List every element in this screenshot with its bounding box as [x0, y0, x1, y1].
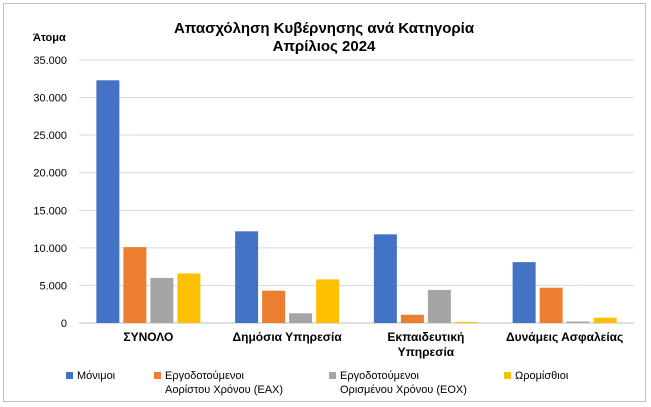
- legend-label: Εργοδοτούμενοι: [165, 370, 244, 382]
- y-tick-label: 20.000: [33, 168, 67, 180]
- bar: [593, 317, 617, 323]
- x-category-label: Δημόσια Υπηρεσία: [233, 330, 343, 344]
- bar: [373, 234, 397, 323]
- chart-title: Απασχόληση Κυβέρνησης ανά Κατηγορία: [174, 20, 475, 37]
- bar: [150, 277, 174, 323]
- x-axis-categories: ΣΥΝΟΛΟ Δημόσια Υπηρεσία ΕκπαιδευτικήΥπηρεσ…: [123, 330, 623, 359]
- legend-swatch: [66, 372, 73, 379]
- legend-label: Μόνιμοι: [77, 370, 116, 382]
- x-category-label: Δυνάμεις Ασφαλείας: [506, 330, 623, 344]
- legend: Μόνιμοι Εργοδοτούμενοι Αορίστου Χρόνου (ΕΑ…: [66, 370, 569, 396]
- chart-subtitle: Απρίλιος 2024: [273, 38, 376, 55]
- y-axis-ticks: 0 5.000 10.000 15.000 20.000 25.000 30.000 35.0…: [33, 55, 67, 330]
- bar: [454, 321, 478, 323]
- y-tick-label: 15.000: [33, 205, 67, 217]
- bar: [262, 290, 286, 323]
- bar: [400, 314, 424, 323]
- y-tick-label: 10.000: [33, 243, 67, 255]
- bars: [96, 80, 617, 323]
- y-tick-label: 25.000: [33, 130, 67, 142]
- y-axis-label: Άτομα: [33, 32, 66, 44]
- bar: [123, 247, 147, 323]
- legend-swatch: [504, 372, 511, 379]
- legend-label: Ωρομίσθιοι: [515, 370, 569, 382]
- bar: [96, 80, 120, 323]
- bar: [566, 321, 590, 323]
- chart-frame: Απασχόληση Κυβέρνησης ανά Κατηγορία Απρί…: [3, 3, 646, 402]
- bar: [235, 231, 259, 323]
- x-category-label: ΣΥΝΟΛΟ: [123, 330, 173, 344]
- legend-label: Αορίστου Χρόνου (ΕΑΧ): [165, 384, 283, 396]
- legend-label: Εργοδοτούμενοι: [340, 370, 419, 382]
- y-tick-label: 35.000: [33, 55, 67, 67]
- y-tick-label: 30.000: [33, 93, 67, 105]
- y-tick-label: 5.000: [39, 280, 67, 292]
- x-category-label: Υπηρεσία: [398, 345, 455, 359]
- bar-chart: Απασχόληση Κυβέρνησης ανά Κατηγορία Απρί…: [33, 20, 634, 396]
- bar: [427, 289, 451, 323]
- legend-swatch: [154, 372, 161, 379]
- legend-swatch: [329, 372, 336, 379]
- x-category-label: Εκπαιδευτική: [387, 330, 464, 344]
- bar: [512, 262, 536, 323]
- bar: [289, 313, 313, 323]
- legend-label: Ορισμένου Χρόνου (ΕΟΧ): [340, 384, 467, 396]
- bar: [539, 287, 563, 323]
- y-tick-label: 0: [61, 318, 67, 330]
- bar: [316, 279, 340, 323]
- bar: [177, 273, 201, 323]
